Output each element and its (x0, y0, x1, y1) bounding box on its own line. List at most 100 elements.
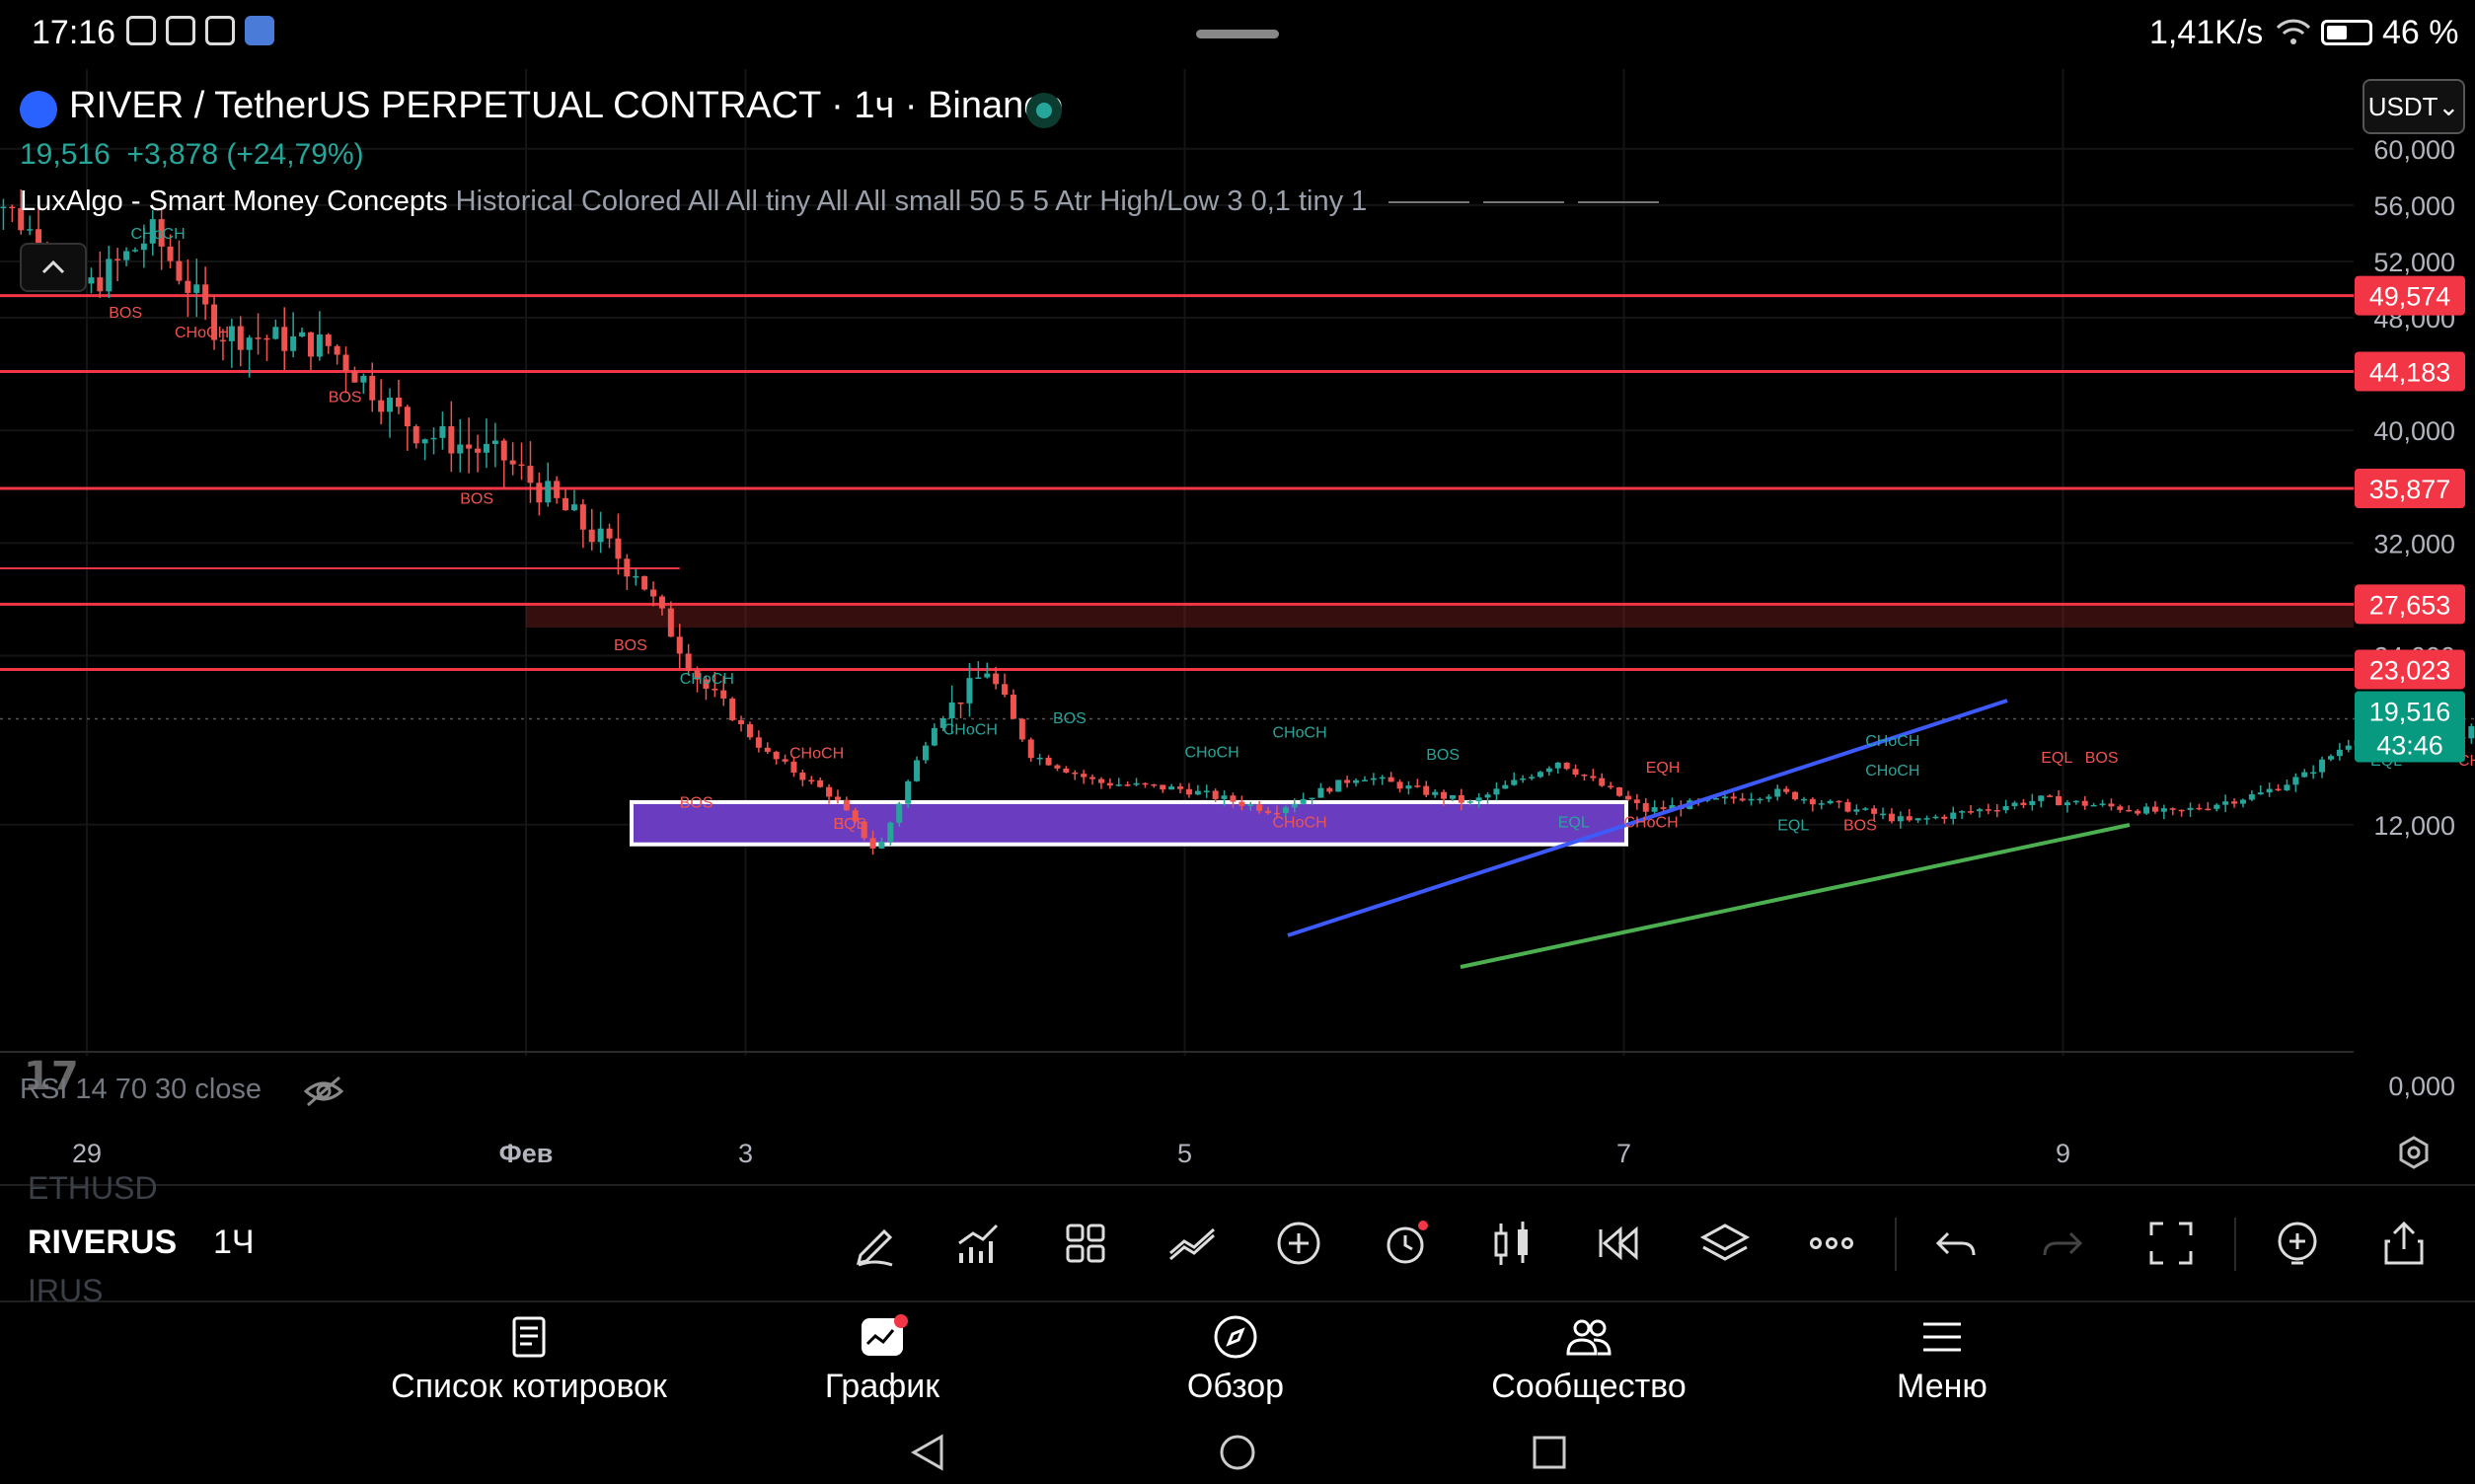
trend-tools-button[interactable] (1164, 1216, 1220, 1271)
current-price-label: 19,516 (2369, 698, 2451, 727)
candle-body (712, 688, 718, 691)
currency-select[interactable]: USDT⌄ (2362, 79, 2465, 134)
candle-body (1282, 807, 1289, 813)
time-axis-label: 3 (738, 1139, 753, 1168)
candle-body (1545, 768, 1552, 773)
candle-body (1414, 785, 1421, 787)
indicator-legend[interactable]: LuxAlgo - Smart Money Concepts Historica… (20, 186, 1660, 218)
candle-body (2011, 802, 2018, 806)
candle-body (826, 786, 833, 797)
symbol-scroll-prev[interactable]: ETHUSD (28, 1170, 158, 1206)
market-status-icon[interactable] (1026, 93, 1062, 128)
candle-body (1045, 757, 1052, 766)
candle-body (281, 327, 288, 351)
drawing-button[interactable] (847, 1216, 902, 1271)
smc-label: EQL (2041, 750, 2072, 767)
replay-icon (1599, 1225, 1638, 1261)
symbol-title[interactable]: RIVER / TetherUS PERPETUAL CONTRACT · 1ч… (69, 85, 1064, 126)
interval-picker[interactable]: 1Ч (213, 1224, 255, 1261)
redo-button[interactable] (2035, 1216, 2090, 1271)
candle-body (1423, 785, 1430, 795)
indicators-button[interactable] (951, 1216, 1007, 1271)
candle-body (729, 698, 736, 720)
legend-dash (1388, 201, 1470, 204)
price-chart[interactable]: CHoCH BOS CHoCH BOS BOS BOS CHoCH CHoCH BOS CHoCH… (0, 69, 2475, 1184)
candle-body (1897, 816, 1904, 822)
symbol-picker[interactable]: RIVERUS (28, 1224, 178, 1261)
candle-body (2222, 801, 2229, 805)
home-icon[interactable] (1218, 1431, 1257, 1474)
candle-body (948, 702, 955, 718)
chart-type-button[interactable] (1484, 1216, 1539, 1271)
candle-body (2292, 777, 2299, 785)
candle-body (852, 810, 859, 822)
nav-community[interactable]: Сообщество (1431, 1312, 1747, 1431)
candle-body (36, 229, 42, 255)
eye-off-icon[interactable] (302, 1074, 345, 1109)
nav-watchlist[interactable]: Список котировок (371, 1312, 687, 1431)
nav-chart[interactable]: График (724, 1312, 1040, 1431)
candle-body (1502, 784, 1509, 789)
candle-body (1203, 790, 1210, 792)
undo-button[interactable] (1928, 1216, 1984, 1271)
smc-label: CHoCH (131, 226, 186, 243)
symbol-scroll-next[interactable]: IRUS (28, 1273, 104, 1308)
candle-body (606, 528, 613, 539)
add-button[interactable] (1271, 1216, 1326, 1271)
candle-body (2205, 808, 2212, 811)
smc-label: EQL (1777, 817, 1809, 834)
candle-body (1160, 784, 1166, 790)
collapse-legend-button[interactable] (20, 243, 87, 292)
candle-body (527, 466, 534, 483)
object-tree-button[interactable] (1697, 1216, 1753, 1271)
candle-body (799, 772, 806, 780)
current-price-badge (2355, 691, 2465, 763)
price-badge (2355, 649, 2465, 690)
candle-body (905, 780, 912, 804)
gear-icon[interactable] (2396, 1135, 2432, 1170)
candle-body (2135, 810, 2141, 814)
rsi-legend[interactable]: RSI 14 70 30 close (20, 1074, 262, 1105)
candle-body (1018, 718, 1025, 740)
candle-body (633, 575, 639, 578)
candle-body (2248, 794, 2255, 800)
candle-body (9, 206, 16, 209)
candle-body (588, 529, 595, 543)
fullscreen-button[interactable] (2143, 1216, 2199, 1271)
symbol-logo[interactable] (20, 91, 57, 128)
layouts-button[interactable] (1058, 1216, 1113, 1271)
candle-body (1142, 782, 1149, 785)
candle-body (993, 673, 1000, 685)
alert-button[interactable] (1378, 1216, 1433, 1271)
candle-body (1520, 778, 1527, 780)
candle-body (1344, 779, 1351, 783)
more-button[interactable] (1804, 1216, 1859, 1271)
add-alert-button[interactable] (2270, 1216, 2325, 1271)
candle-body (114, 259, 121, 260)
time-axis: 29Фев357911131517 (72, 1139, 2070, 1168)
candle-body (88, 277, 95, 284)
candle-body (939, 717, 946, 728)
candle-body (773, 751, 780, 760)
highlight-box (630, 799, 1628, 847)
list-icon (512, 1316, 546, 1358)
candle-body (1959, 811, 1966, 813)
price-badge (2355, 351, 2465, 392)
replay-button[interactable] (1591, 1216, 1646, 1271)
candle-body (562, 497, 569, 511)
candle-body (1256, 804, 1263, 811)
smc-label: CHoCH (789, 746, 844, 763)
recents-icon[interactable] (1530, 1431, 1569, 1474)
candle-body (1880, 813, 1887, 816)
smc-label: BOS (1426, 747, 1460, 764)
candle-body (1914, 818, 1921, 821)
chevron-up-icon (41, 260, 65, 274)
pull-handle[interactable] (1196, 30, 1279, 38)
nav-explore[interactable]: Обзор (1078, 1312, 1393, 1431)
candle-body (1133, 782, 1140, 785)
candle-body (448, 426, 455, 454)
nav-menu[interactable]: Меню (1784, 1312, 2100, 1431)
share-button[interactable] (2376, 1216, 2432, 1271)
candle-body (1721, 796, 1728, 799)
back-icon[interactable] (908, 1431, 947, 1474)
